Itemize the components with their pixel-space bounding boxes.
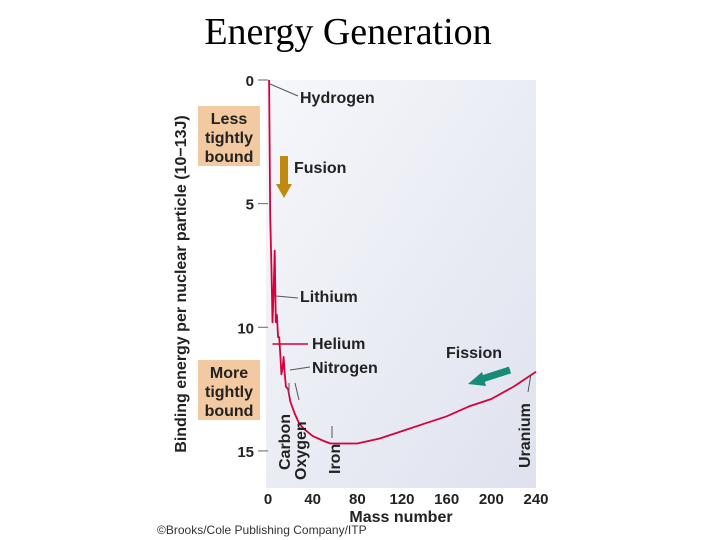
fission-arrow-head: [468, 372, 486, 386]
y-tick-label: 10: [237, 320, 254, 337]
slide-title: Energy Generation: [204, 11, 492, 53]
x-tick-label: 160: [434, 491, 459, 508]
more-bound-line-2: tightly: [205, 384, 253, 401]
fission-label: Fission: [446, 345, 502, 362]
less-bound-line-1: Less: [211, 111, 248, 128]
fusion-label: Fusion: [294, 160, 346, 177]
binding-energy-curve: [268, 79, 537, 445]
less-bound-line-2: tightly: [205, 130, 253, 147]
less-tightly-bound-box: Less tightly bound: [198, 106, 260, 166]
x-tick-label: 40: [304, 491, 321, 508]
y-axis-label: Binding energy per nuclear particle (10−…: [173, 115, 190, 452]
x-tick-label: 80: [349, 491, 366, 508]
hydrogen-leader: [269, 83, 299, 97]
fusion-arrow-head: [276, 184, 292, 198]
uranium-leader: [527, 373, 532, 393]
publisher-credit: ©Brooks/Cole Publishing Company/ITP: [157, 523, 367, 537]
helium-label: Helium: [312, 336, 365, 353]
less-bound-line-3: bound: [205, 149, 254, 166]
axis-ticks: 0 40 80 120 160 200 240 0 5 10 15: [237, 73, 548, 508]
x-tick-label: 240: [523, 491, 548, 508]
oxygen-leader: [294, 382, 300, 401]
curve-layer: [268, 79, 537, 445]
y-tick-label: 15: [237, 444, 254, 461]
nitrogen-label: Nitrogen: [312, 360, 378, 377]
less-bound-background: [198, 106, 260, 166]
more-bound-background: [198, 360, 260, 420]
y-tick-label: 5: [246, 197, 254, 214]
lithium-leader: [275, 295, 299, 299]
x-tick-label: 120: [389, 491, 414, 508]
x-tick-label: 200: [479, 491, 504, 508]
fission-arrow: [468, 366, 512, 386]
more-bound-line-1: More: [210, 365, 248, 382]
uranium-label: Uranium: [517, 403, 534, 468]
hydrogen-label: Hydrogen: [300, 90, 375, 107]
fusion-arrow-shaft: [280, 156, 288, 184]
lithium-label: Lithium: [300, 289, 358, 306]
y-tick-label: 0: [246, 73, 254, 90]
carbon-label: Carbon: [277, 414, 294, 470]
more-bound-line-3: bound: [205, 403, 254, 420]
iron-label: Iron: [327, 444, 344, 474]
nitrogen-leader: [289, 366, 311, 371]
oxygen-label: Oxygen: [293, 421, 310, 480]
fusion-arrow: [276, 156, 292, 198]
more-tightly-bound-box: More tightly bound: [198, 360, 260, 420]
x-axis-label: Mass number: [349, 509, 452, 526]
fission-arrow-shaft: [480, 366, 512, 383]
x-tick-label: 0: [264, 491, 272, 508]
plot-area: [266, 80, 536, 488]
